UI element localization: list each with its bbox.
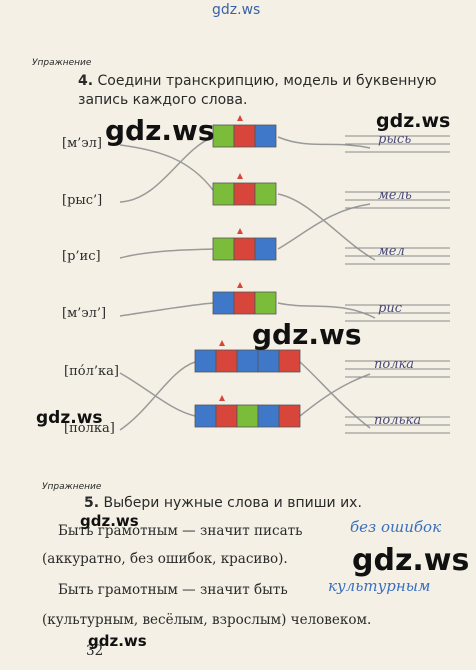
- sound-cell: [278, 349, 301, 373]
- stress-mark: [219, 340, 225, 346]
- handwritten-word: мель: [378, 188, 412, 203]
- sound-cell: [236, 404, 259, 428]
- sound-cell: [215, 349, 238, 373]
- sound-cell: [212, 182, 235, 206]
- sound-cell: [254, 237, 277, 261]
- sound-cell: [233, 182, 256, 206]
- watermark: gdz.ws: [252, 318, 362, 351]
- watermark: gdz.ws: [80, 512, 139, 530]
- sound-cell: [233, 124, 256, 148]
- sound-cell: [212, 124, 235, 148]
- stress-mark: [237, 115, 243, 121]
- sound-cell: [194, 404, 217, 428]
- transcription: [м’эл’]: [62, 306, 107, 321]
- sound-cell: [257, 404, 280, 428]
- task-text: Соедини транскрипцию, модель и буквенную…: [78, 73, 437, 108]
- handwritten-word: рис: [378, 301, 402, 316]
- stress-mark: [237, 173, 243, 179]
- sound-cell: [254, 124, 277, 148]
- sound-cell: [254, 182, 277, 206]
- sound-cell: [236, 349, 259, 373]
- handwritten-answer: культурным: [328, 577, 431, 595]
- sound-cell: [194, 349, 217, 373]
- sound-cell: [212, 237, 235, 261]
- writing-lines: [345, 135, 450, 434]
- exercise-label: Упражнение: [42, 482, 102, 492]
- exercise-task: 5. Выбери нужные слова и впиши их.: [84, 494, 362, 513]
- sound-models: [194, 115, 301, 428]
- handwritten-answer: без ошибок: [350, 518, 442, 536]
- stress-mark: [219, 395, 225, 401]
- transcription: [р’ис]: [62, 249, 101, 264]
- sentence: Быть грамотным — значит писать: [58, 523, 303, 539]
- watermark: gdz.ws: [105, 114, 215, 147]
- watermark: gdz.ws: [376, 110, 451, 132]
- watermark: gdz.ws: [88, 632, 147, 650]
- handwritten-word: рысь: [378, 132, 412, 147]
- sound-cell: [254, 291, 277, 315]
- watermark: gdz.ws: [352, 543, 470, 578]
- handwritten-word: полька: [374, 413, 422, 428]
- sound-cell: [215, 404, 238, 428]
- handwritten-word: мел: [378, 244, 405, 259]
- watermark: gdz.ws: [36, 408, 103, 428]
- handwritten-word: полка: [374, 357, 414, 372]
- sound-cell: [233, 237, 256, 261]
- sound-cell: [278, 404, 301, 428]
- task-text: Выбери нужные слова и впиши их.: [103, 495, 362, 511]
- exercise-task: 4. Соедини транскрипцию, модель и буквен…: [78, 72, 458, 110]
- transcription: [м’эл]: [62, 136, 102, 151]
- stress-mark: [237, 228, 243, 234]
- connection-lines: [119, 136, 376, 431]
- sound-cell: [212, 291, 235, 315]
- stress-mark: [237, 282, 243, 288]
- page-number: 32: [86, 643, 104, 659]
- exercise-label: Упражнение: [32, 58, 92, 68]
- watermark: gdz.ws: [212, 2, 261, 18]
- exercise-number: 5.: [84, 495, 100, 511]
- transcription: [пóл’ка]: [64, 364, 119, 379]
- transcription: [рыс’]: [62, 193, 103, 208]
- sound-cell: [257, 349, 280, 373]
- options: (аккуратно, без ошибок, красиво).: [42, 551, 288, 567]
- transcription: [пóлка]: [64, 421, 115, 436]
- sound-cell: [233, 291, 256, 315]
- sentence: Быть грамотным — значит быть: [58, 582, 288, 598]
- options: (культурным, весёлым, взрослым) человеко…: [42, 612, 372, 628]
- exercise-number: 4.: [78, 73, 94, 89]
